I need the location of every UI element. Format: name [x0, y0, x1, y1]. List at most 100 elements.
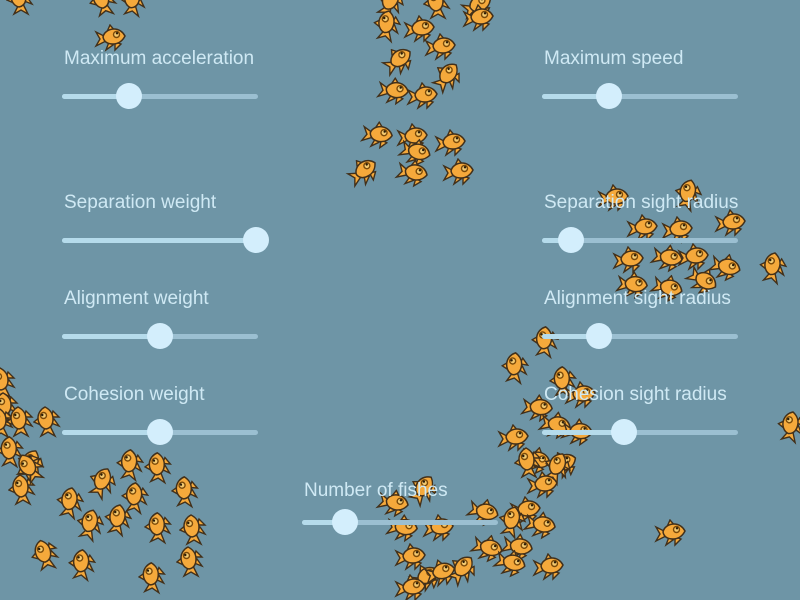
goldfish-icon [179, 514, 206, 545]
goldfish-icon [117, 0, 149, 18]
slider-label-alignment-weight: Alignment weight [64, 288, 209, 309]
goldfish-icon [143, 511, 173, 544]
goldfish-icon [343, 152, 383, 191]
goldfish-icon [0, 367, 15, 398]
goldfish-icon [376, 75, 411, 107]
goldfish-icon [360, 119, 395, 151]
goldfish-icon [458, 0, 496, 23]
goldfish-icon [537, 408, 574, 442]
slider-label-cohesion-sight-radius: Cohesion sight radius [544, 384, 727, 405]
goldfish-icon [514, 447, 541, 478]
goldfish-icon [498, 424, 529, 451]
slider-track-fill-cohesion-weight [62, 429, 160, 435]
goldfish-icon [464, 494, 503, 530]
goldfish-icon [499, 350, 531, 385]
goldfish-icon [756, 249, 790, 286]
slider-track-fill-number-of-fishes [302, 519, 346, 525]
goldfish-icon [143, 451, 173, 484]
goldfish-icon [176, 546, 203, 577]
slider-thumb-maximum-acceleration[interactable] [115, 83, 142, 109]
goldfish-icon [114, 447, 146, 482]
slider-track-fill-cohesion-sight-radius [542, 429, 625, 435]
slider-track-fill-separation-weight [62, 237, 257, 243]
slider-track-separation-weight[interactable] [62, 237, 258, 243]
goldfish-icon [86, 0, 118, 18]
goldfish-icon [10, 444, 49, 484]
goldfish-icon [499, 530, 536, 564]
slider-label-cohesion-weight: Cohesion weight [64, 384, 205, 405]
goldfish-icon [395, 574, 426, 600]
slider-track-maximum-acceleration[interactable] [62, 93, 258, 99]
goldfish-icon [0, 407, 13, 438]
slider-track-fill-alignment-weight [62, 333, 160, 339]
slider-thumb-separation-sight-radius[interactable] [558, 227, 585, 253]
goldfish-icon [774, 408, 800, 445]
goldfish-icon [423, 514, 454, 541]
slider-track-fill-maximum-speed [542, 93, 609, 99]
goldfish-icon [404, 15, 435, 42]
goldfish-icon [72, 505, 108, 544]
slider-thumb-alignment-weight[interactable] [147, 323, 173, 349]
slider-track-separation-sight-radius[interactable] [542, 237, 738, 243]
slider-label-number-of-fishes: Number of fishes [304, 480, 448, 501]
slider-label-separation-weight: Separation weight [64, 192, 217, 213]
goldfish-icon [66, 547, 98, 582]
goldfish-icon [678, 243, 709, 270]
goldfish-icon [28, 537, 60, 572]
goldfish-icon [394, 156, 431, 190]
goldfish-icon [53, 484, 87, 521]
goldfish-icon [516, 442, 555, 478]
goldfish-icon [533, 553, 564, 580]
slider-thumb-separation-weight[interactable] [243, 227, 270, 253]
goldfish-icon [8, 474, 35, 505]
goldfish-icon [0, 435, 25, 468]
goldfish-icon [613, 246, 644, 273]
slider-thumb-maximum-speed[interactable] [595, 83, 622, 109]
goldfish-icon [442, 549, 482, 590]
goldfish-icon [137, 561, 167, 594]
goldfish-icon [655, 519, 686, 546]
goldfish-icon [522, 508, 559, 542]
goldfish-icon [170, 475, 200, 508]
slider-label-separation-sight-radius: Separation sight radius [544, 192, 739, 213]
goldfish-icon [6, 406, 33, 437]
goldfish-icon [425, 33, 456, 60]
goldfish-icon [706, 249, 745, 285]
slider-thumb-alignment-sight-radius[interactable] [585, 323, 612, 349]
slider-track-fill-separation-sight-radius [542, 237, 572, 243]
slider-track-cohesion-sight-radius[interactable] [542, 429, 738, 435]
goldfish-icon [395, 543, 426, 570]
goldfish-icon [529, 324, 561, 359]
slider-thumb-number-of-fishes[interactable] [332, 509, 359, 535]
slider-track-alignment-sight-radius[interactable] [542, 333, 738, 339]
goldfish-icon [435, 129, 466, 156]
goldfish-icon [537, 447, 576, 487]
goldfish-icon [370, 0, 409, 22]
goldfish-icon [378, 41, 418, 80]
goldfish-icon [397, 123, 428, 150]
slider-track-maximum-speed[interactable] [542, 93, 738, 99]
goldfish-icon [423, 556, 458, 588]
goldfish-icon [649, 241, 686, 275]
goldfish-icon [0, 392, 18, 423]
goldfish-icon [33, 406, 60, 437]
slider-track-fill-alignment-sight-radius [542, 333, 599, 339]
slider-thumb-cohesion-weight[interactable] [147, 419, 173, 445]
goldfish-icon [385, 512, 420, 544]
goldfish-icon [491, 545, 530, 581]
slider-track-number-of-fishes[interactable] [302, 519, 498, 525]
slider-label-maximum-speed: Maximum speed [544, 48, 684, 69]
goldfish-icon [6, 0, 33, 15]
slider-label-alignment-sight-radius: Alignment sight radius [544, 288, 731, 309]
goldfish-icon [494, 502, 530, 541]
goldfish-icon [82, 462, 121, 502]
goldfish-icon [406, 559, 444, 595]
goldfish-icon [11, 448, 48, 487]
goldfish-icon [510, 496, 541, 523]
slider-track-fill-maximum-acceleration [62, 93, 129, 99]
goldfish-icon [427, 56, 467, 97]
goldfish-icon [396, 134, 435, 170]
slider-thumb-cohesion-sight-radius[interactable] [611, 419, 638, 445]
slider-label-maximum-acceleration: Maximum acceleration [64, 48, 255, 69]
